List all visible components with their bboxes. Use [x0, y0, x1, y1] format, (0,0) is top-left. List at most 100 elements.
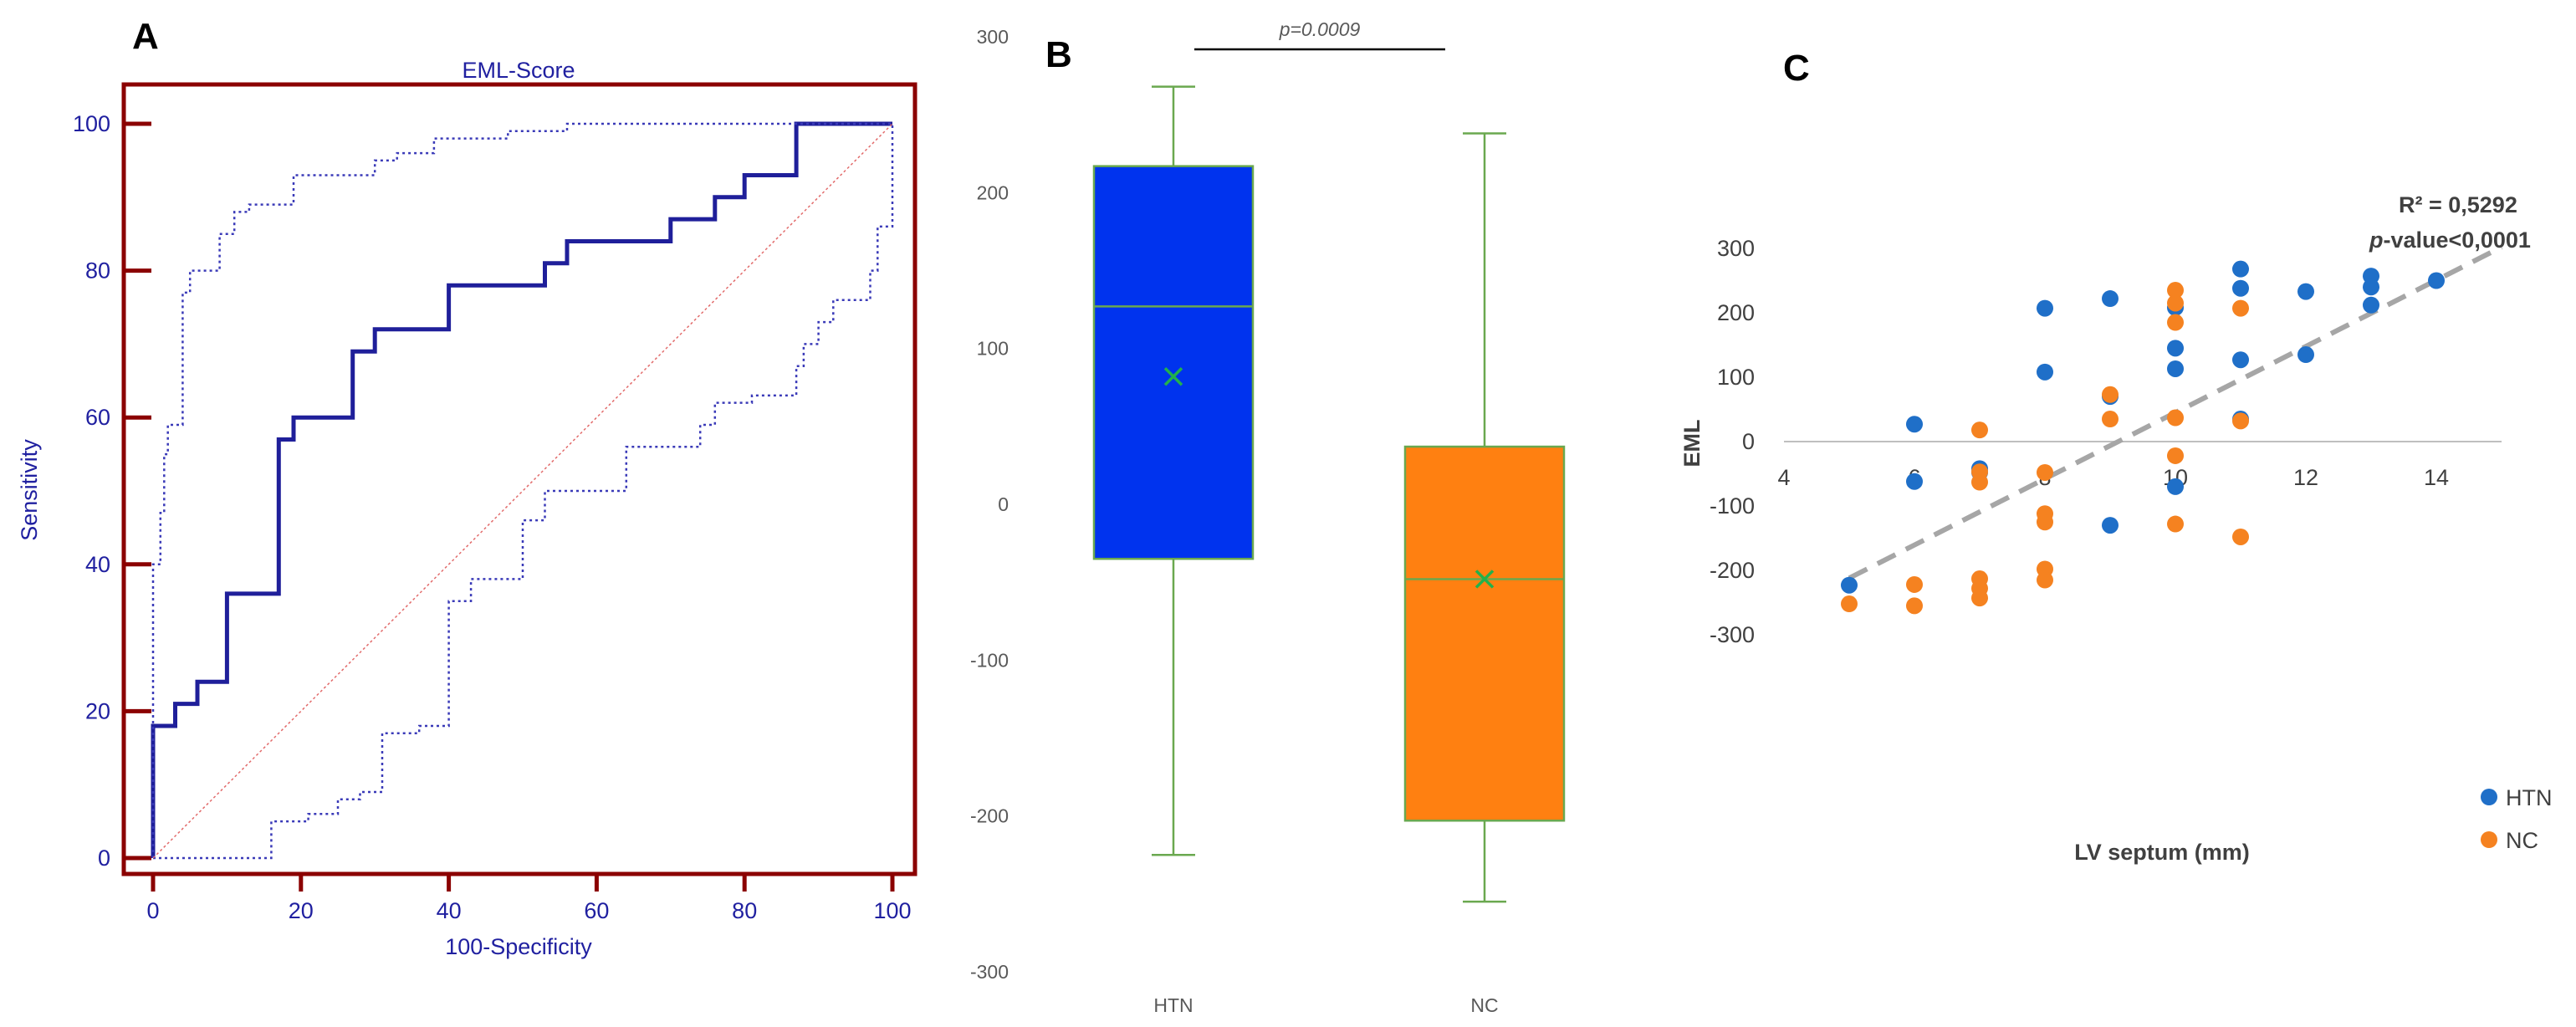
box-y-tick-label: 0 — [998, 493, 1009, 515]
nc-point — [2167, 282, 2184, 299]
nc-box — [1403, 445, 1566, 822]
htn-point — [2037, 363, 2053, 381]
htn-point — [1906, 416, 1923, 433]
roc-y-tick-label: 20 — [85, 698, 110, 723]
scatter-y-ticks: 300 200 100 0 -100 -200 -300 — [1710, 236, 1755, 647]
roc-x-tick-label: 0 — [146, 898, 159, 923]
panel-label-b: B — [1045, 34, 1072, 75]
htn-point — [2232, 351, 2249, 369]
scatter-x-ticks: 468101214 — [1777, 465, 2449, 490]
nc-point — [1906, 597, 1923, 615]
p-value-prefix: p — [2369, 227, 2384, 253]
box-series — [1092, 85, 1566, 903]
box-x-ticks: HTN NC — [1153, 994, 1498, 1016]
roc-y-tick-label: 0 — [98, 846, 110, 871]
roc-y-ticks: 0 20 40 60 80 100 — [73, 111, 151, 871]
p-value-annotation: p=0.0009 — [1279, 18, 1361, 40]
htn-point — [2297, 283, 2314, 300]
htn-point — [2297, 346, 2314, 364]
legend-htn-label: HTN — [2506, 785, 2553, 810]
htn-point — [2037, 299, 2053, 317]
scatter-points — [1841, 260, 2445, 615]
nc-point — [2167, 409, 2184, 427]
roc-xlabel: 100-Specificity — [445, 934, 592, 959]
roc-title: EML-Score — [462, 58, 575, 83]
nc-point — [2167, 447, 2184, 464]
scatter-ylabel: EML — [1679, 420, 1705, 468]
box-y-tick-label: 200 — [977, 181, 1009, 203]
htn-point — [2102, 290, 2119, 308]
nc-point — [1906, 575, 1923, 593]
htn-point — [2232, 260, 2249, 278]
p-value-rest: -value<0,0001 — [2384, 227, 2531, 253]
roc-upper-ci — [151, 122, 892, 858]
htn-box — [1092, 165, 1255, 560]
htn-point — [1906, 473, 1923, 490]
roc-lower-ci — [153, 124, 894, 860]
scatter-y-tick-label: -100 — [1710, 493, 1755, 519]
scatter-x-tick-label: 4 — [1777, 465, 1790, 490]
nc-mean-marker — [1475, 570, 1495, 589]
nc-point — [2037, 463, 2053, 481]
scatter-y-tick-label: -300 — [1710, 622, 1755, 647]
nc-point — [2037, 514, 2053, 531]
legend-nc-label: NC — [2506, 828, 2538, 853]
nc-point — [2232, 299, 2249, 317]
r-squared-label: R² = 0,5292 — [2399, 192, 2517, 217]
nc-mean-stroke — [1475, 570, 1495, 589]
roc-x-tick-label: 100 — [873, 898, 911, 923]
nc-point — [2232, 412, 2249, 430]
roc-y-tick-label: 80 — [85, 258, 110, 284]
box-y-ticks: 300 200 100 0 -100 -200 -300 — [970, 26, 1009, 983]
scatter-y-tick-label: 100 — [1717, 365, 1755, 390]
roc-ylabel: Sensitivity — [17, 439, 42, 541]
roc-series — [151, 121, 894, 860]
scatter-legend: HTN NC — [2481, 785, 2553, 853]
nc-point — [2102, 386, 2119, 403]
box-y-tick-label: 300 — [977, 26, 1009, 48]
panel-label-c: C — [1783, 48, 1810, 89]
roc-x-tick-label: 80 — [732, 898, 757, 923]
roc-curve — [151, 121, 892, 858]
legend-htn-marker — [2481, 789, 2497, 805]
htn-point — [2167, 340, 2184, 357]
box-y-tick-label: -300 — [970, 961, 1009, 983]
box-x-tick-label: NC — [1470, 994, 1498, 1016]
box-y-tick-label: -200 — [970, 805, 1009, 827]
scatter-x-tick-label: 12 — [2293, 465, 2318, 490]
roc-y-tick-label: 60 — [85, 405, 110, 430]
scatter-xlabel: LV septum (mm) — [2074, 840, 2250, 865]
htn-point — [2363, 296, 2379, 314]
box-chart: B p=0.0009 300 200 100 0 -100 -200 -300 HTN NC — [970, 18, 1566, 1016]
legend-nc-marker — [2481, 831, 2497, 848]
nc-point — [2102, 411, 2119, 428]
htn-mean-stroke — [1163, 366, 1183, 386]
roc-x-ticks: 0 20 40 60 80 100 — [146, 874, 912, 923]
panel-label-a: A — [132, 16, 159, 57]
scatter-y-tick-label: -200 — [1710, 558, 1755, 583]
nc-point — [2167, 515, 2184, 533]
scatter-x-tick-label: 14 — [2424, 465, 2449, 490]
roc-x-tick-label: 40 — [437, 898, 462, 923]
box-y-tick-label: -100 — [970, 649, 1009, 671]
roc-x-tick-label: 60 — [584, 898, 609, 923]
roc-x-tick-label: 20 — [289, 898, 314, 923]
htn-point — [2363, 278, 2379, 296]
htn-point — [2428, 272, 2445, 289]
nc-point — [1971, 473, 1988, 491]
scatter-y-tick-label: 0 — [1742, 429, 1755, 454]
htn-point — [1841, 576, 1858, 594]
nc-point — [2232, 528, 2249, 545]
htn-point — [2102, 517, 2119, 534]
htn-point — [2232, 279, 2249, 297]
nc-point — [2167, 314, 2184, 331]
nc-point — [1971, 590, 1988, 607]
box-x-tick-label: HTN — [1153, 994, 1193, 1016]
nc-point — [1841, 595, 1858, 613]
p-value-label: p-value<0,0001 — [2369, 227, 2531, 253]
htn-point — [2167, 478, 2184, 495]
nc-point — [2167, 294, 2184, 312]
nc-point — [1971, 422, 1988, 439]
nc-point — [2037, 571, 2053, 589]
